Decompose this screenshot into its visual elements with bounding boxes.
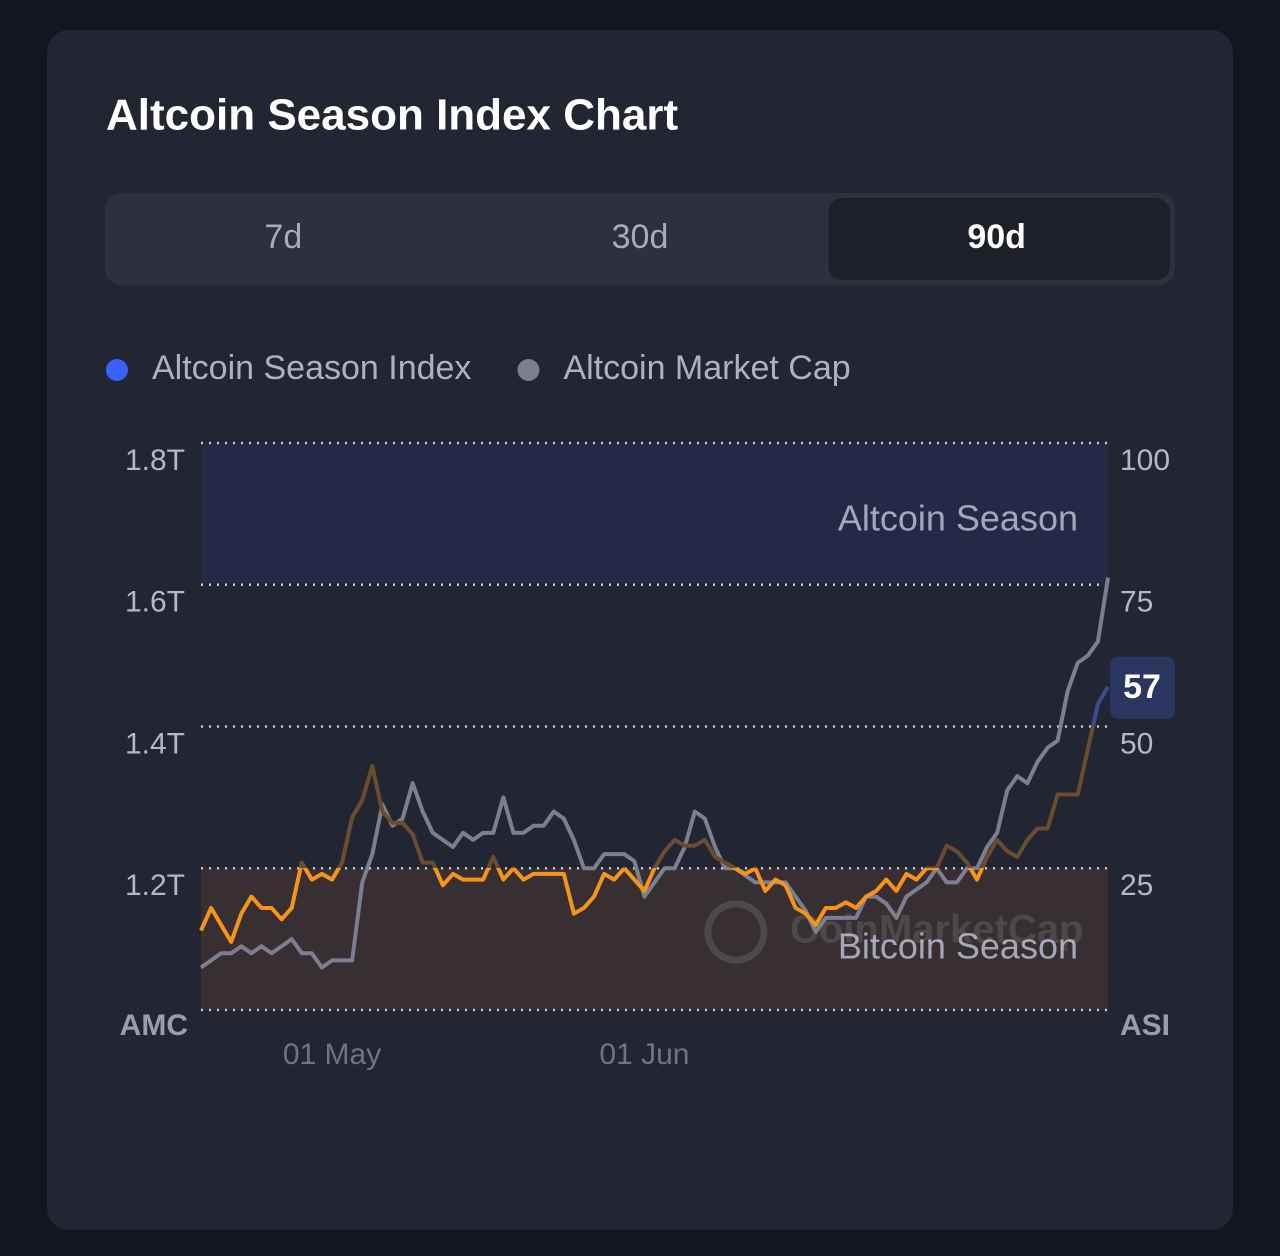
plot: Altcoin Season Bitcoin SeasonCoinMarketCa…	[120, 441, 1175, 1071]
legend-dot	[106, 359, 128, 381]
value-badge	[1110, 656, 1175, 719]
y2-tick-label: 75	[1120, 586, 1153, 619]
watermark: CoinMarketCap	[790, 908, 1083, 952]
chart-title: Altcoin Season Index Chart	[106, 91, 678, 140]
band-label: Bitcoin Season	[838, 926, 1078, 967]
tabs: 7d 30d 90d	[264, 198, 1170, 280]
y2-tick-label: 100	[1120, 444, 1170, 477]
y-tick-label: 1.6T	[125, 586, 185, 619]
tab-label[interactable]: 7d	[264, 218, 302, 256]
series-line	[199, 577, 1110, 970]
season-band	[201, 443, 1108, 585]
series-line	[199, 685, 1110, 944]
y2-axis-title: ASI	[1120, 1009, 1170, 1042]
y2-tick-label: 25	[1120, 869, 1153, 902]
tab-label[interactable]: 30d	[612, 218, 669, 256]
y-tick-label: 1.4T	[125, 727, 185, 760]
tab-label[interactable]: 90d	[967, 218, 1026, 256]
y2-tick-label: 50	[1120, 727, 1153, 760]
band-label: Altcoin Season	[838, 497, 1078, 538]
legend-dot	[517, 359, 540, 381]
y-axis-title: AMC	[120, 1009, 188, 1042]
season-band	[201, 868, 1108, 1010]
y-tick-label: 1.8T	[125, 444, 185, 477]
watermark-logo	[704, 900, 768, 964]
y-tick-label: 1.2T	[125, 869, 185, 902]
legend-label: Altcoin Season Index	[152, 349, 471, 387]
legend: Altcoin Season Index Altcoin Market Cap	[106, 349, 851, 387]
x-tick-label: 01 Jun	[599, 1038, 689, 1071]
active-tab	[828, 198, 1170, 280]
x-tick-label: 01 May	[283, 1038, 381, 1071]
value-badge-label: 57	[1123, 668, 1161, 706]
legend-label: Altcoin Market Cap	[563, 349, 850, 387]
